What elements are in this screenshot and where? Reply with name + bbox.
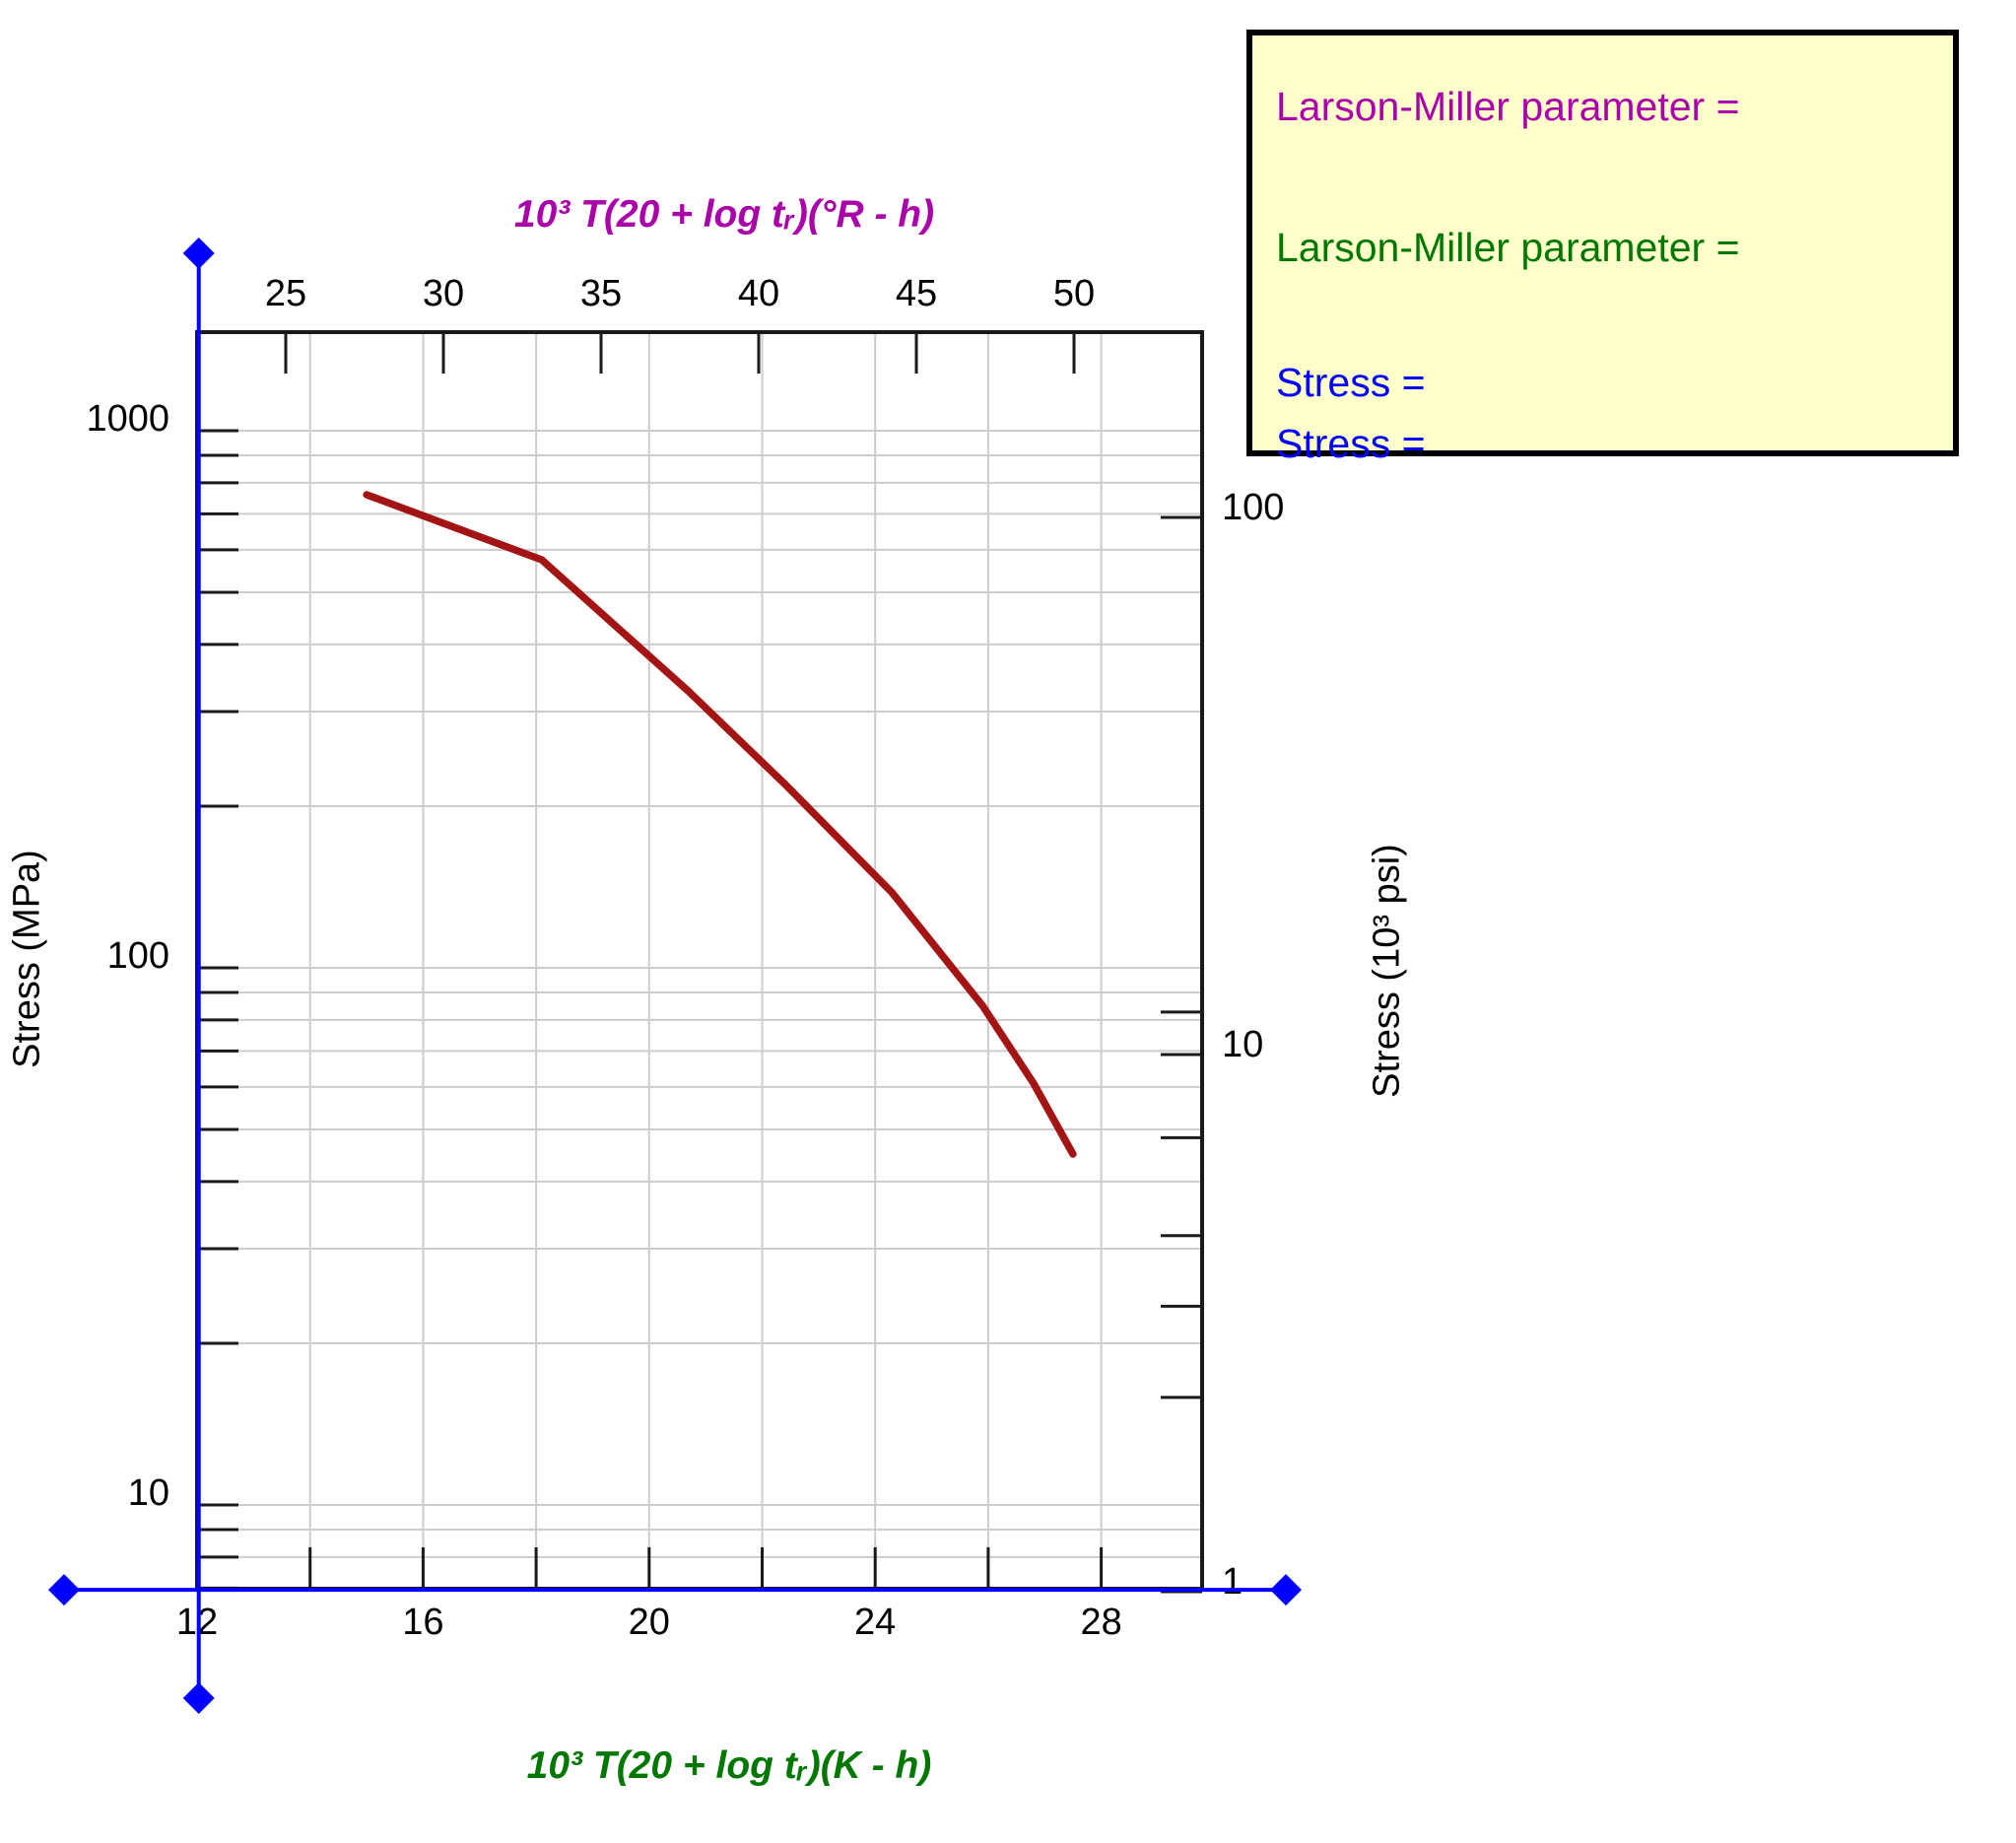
left-axis-title: Stress (MPa) [6, 850, 48, 1068]
right-axis-tick-label: 10 [1222, 1024, 1263, 1065]
right-axis-tick-label: 100 [1222, 487, 1284, 528]
left-axis-tick-label: 10 [128, 1472, 169, 1514]
top-axis-tick-label: 40 [738, 273, 779, 314]
bottom-axis-tick-label: 20 [629, 1602, 670, 1643]
bottom-axis-title: 10³ T(20 + log tᵣ)(K - h) [526, 1744, 932, 1787]
plot-frame [195, 330, 1204, 1591]
bottom-axis-tick-label: 28 [1080, 1602, 1121, 1643]
top-axis-tick-label: 50 [1053, 273, 1095, 314]
larson-miller-K-readout: Larson-Miller parameter = [1276, 225, 1740, 270]
bottom-axis-tick-label: 24 [854, 1602, 896, 1643]
crosshair-handle-right[interactable] [1270, 1574, 1302, 1606]
top-axis-title: 10³ T(20 + log tᵣ)(°R - h) [513, 193, 935, 236]
crosshair-handle-top[interactable] [182, 238, 215, 269]
readout-panel: Larson-Miller parameter = Larson-Miller … [1246, 30, 1959, 465]
top-axis-tick-label: 45 [896, 273, 937, 314]
crosshair-handle-bottom[interactable] [182, 1682, 215, 1714]
right-axis-tick-label: 1 [1222, 1561, 1243, 1603]
top-axis-tick-label: 30 [423, 273, 464, 314]
creep-rupture-curve [363, 491, 1077, 1158]
bottom-axis-tick-label: 16 [402, 1602, 443, 1643]
left-axis-tick-label: 100 [107, 935, 169, 977]
stress-mpa-readout: Stress = [1276, 360, 1426, 405]
stress-psi-readout: Stress = [1276, 421, 1426, 466]
right-axis-title: Stress (10³ psi) [1366, 844, 1408, 1098]
larson-miller-R-readout: Larson-Miller parameter = [1276, 84, 1740, 129]
left-axis-tick-label: 1000 [86, 398, 169, 440]
top-axis-tick-label: 35 [580, 273, 622, 314]
top-axis-tick-label: 25 [265, 273, 306, 314]
crosshair-handle-left[interactable] [48, 1574, 80, 1606]
